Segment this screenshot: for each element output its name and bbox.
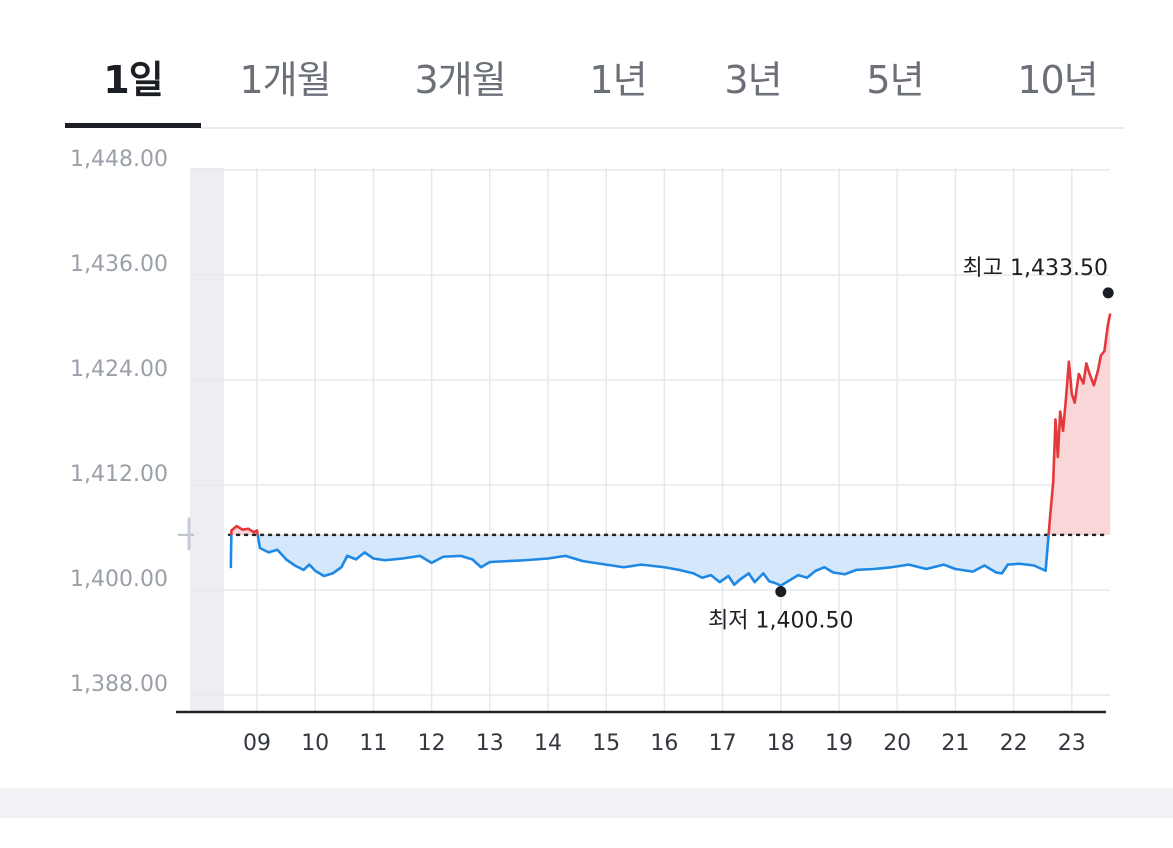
- tab-1-year[interactable]: 1년: [589, 58, 647, 102]
- y-tick-label-3: 1,412.00: [70, 462, 168, 487]
- x-tick-label-11: 20: [883, 731, 911, 756]
- tab-10-years[interactable]: 10년: [1017, 58, 1098, 102]
- period-tabs: 1일 1개월 3개월 1년 3년 5년 10년: [65, 52, 1125, 130]
- x-tick-label-8: 17: [709, 731, 737, 756]
- x-tick-label-5: 14: [534, 731, 562, 756]
- x-tick-label-0: 09: [243, 731, 271, 756]
- low-point-marker: [775, 586, 787, 598]
- premarket-band: [190, 168, 224, 712]
- bottom-separator: [0, 788, 1173, 818]
- tabs-divider: [201, 127, 1125, 129]
- x-tick-label-13: 22: [1000, 731, 1028, 756]
- x-tick-label-7: 16: [650, 731, 678, 756]
- price-chart: 1,448.00 1,436.00 1,424.00 1,412.00 1,400.00…: [70, 147, 1114, 756]
- tab-1-day[interactable]: 1일: [103, 58, 163, 102]
- x-tick-label-14: 23: [1058, 731, 1086, 756]
- x-tick-label-6: 15: [592, 731, 620, 756]
- x-tick-label-4: 13: [476, 731, 504, 756]
- tab-5-years[interactable]: 5년: [866, 58, 924, 102]
- fall-line-0: [229, 534, 233, 569]
- y-tick-label-5: 1,388.00: [70, 672, 168, 697]
- x-tick-label-9: 18: [767, 731, 795, 756]
- high-annotation: 최고 1,433.50: [963, 256, 1108, 281]
- x-tick-label-12: 21: [941, 731, 969, 756]
- x-tick-label-2: 11: [359, 731, 387, 756]
- rise-line-3: [1047, 313, 1112, 535]
- tab-3-months[interactable]: 3개월: [414, 58, 506, 102]
- x-tick-label-1: 10: [301, 731, 329, 756]
- fall-line-2: [256, 534, 1050, 587]
- x-tick-label-10: 19: [825, 731, 853, 756]
- tab-3-years[interactable]: 3년: [724, 58, 782, 102]
- y-tick-label-2: 1,424.00: [70, 357, 168, 382]
- high-point-marker: [1102, 287, 1114, 299]
- x-tick-label-3: 12: [418, 731, 446, 756]
- rise-area-3: [1048, 313, 1111, 535]
- fall-area-2: [257, 534, 1049, 586]
- y-tick-label-0: 1,448.00: [70, 147, 168, 172]
- low-annotation: 최저 1,400.50: [708, 609, 853, 634]
- active-tab-indicator: [65, 123, 201, 128]
- y-tick-label-4: 1,400.00: [70, 567, 168, 592]
- tab-1-month[interactable]: 1개월: [239, 58, 331, 102]
- rise-line-1: [230, 524, 260, 536]
- y-tick-label-1: 1,436.00: [70, 252, 168, 277]
